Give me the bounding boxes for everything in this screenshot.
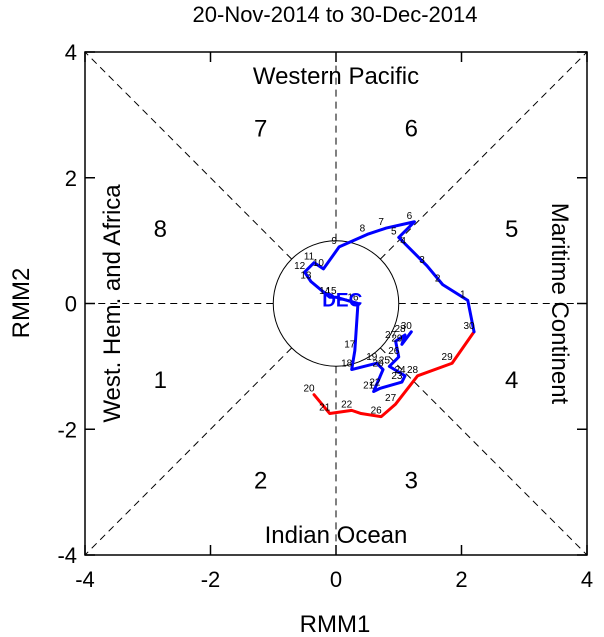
day-label-dec-20: 20 — [373, 359, 385, 370]
day-label-dec-11: 11 — [304, 252, 315, 263]
day-label-dec-26: 26 — [388, 346, 400, 357]
day-label-dec-29: 29 — [391, 333, 403, 344]
day-label-dec-13: 13 — [300, 270, 312, 281]
region-label-top: Western Pacific — [253, 63, 419, 90]
month-label-dec: DEC — [322, 291, 362, 312]
day-label-dec-8: 8 — [360, 223, 366, 234]
day-label-nov-22: 22 — [341, 399, 353, 410]
day-label-dec-30: 30 — [401, 321, 413, 332]
x-axis-label: RMM1 — [300, 611, 371, 637]
x-tick-label-0: -4 — [75, 567, 95, 592]
day-label-nov-30: 30 — [463, 321, 475, 332]
chart-title: 20-Nov-2014 to 30-Dec-2014 — [193, 2, 478, 27]
phase-label-5: 5 — [505, 216, 518, 243]
day-label-nov-21: 21 — [319, 403, 331, 414]
day-label-dec-5: 5 — [391, 226, 397, 237]
y-tick-label-2: 0 — [65, 292, 77, 317]
day-label-nov-26: 26 — [371, 406, 383, 417]
day-label-dec-28: 28 — [394, 324, 406, 335]
day-label-dec-18: 18 — [341, 359, 353, 370]
day-label-nov-20: 20 — [303, 384, 315, 395]
x-tick-label-4: 4 — [581, 567, 593, 592]
phase-label-8: 8 — [154, 216, 167, 243]
day-label-dec-1: 1 — [460, 289, 466, 300]
region-label-right: Maritime Continent — [546, 203, 573, 405]
day-label-dec-3: 3 — [419, 255, 425, 266]
day-label-nov-28: 28 — [407, 365, 419, 376]
series-line-dec — [303, 220, 476, 394]
phase-label-1: 1 — [154, 367, 167, 394]
day-label-dec-2: 2 — [435, 274, 441, 285]
day-label-dec-24: 24 — [394, 365, 406, 376]
y-tick-label-4: 4 — [65, 40, 77, 65]
day-label-nov-27: 27 — [385, 393, 397, 404]
day-label-dec-19: 19 — [366, 352, 378, 363]
grid-line-4 — [380, 51, 588, 260]
day-label-dec-12: 12 — [294, 261, 306, 272]
day-label-dec-14: 14 — [319, 286, 331, 297]
phase-label-7: 7 — [254, 115, 267, 142]
day-label-dec-17: 17 — [344, 340, 356, 351]
grid-line-6 — [380, 347, 588, 556]
region-label-left: West. Hem. and Africa — [99, 184, 126, 423]
day-label-dec-4: 4 — [400, 236, 406, 247]
phase-label-3: 3 — [405, 468, 418, 495]
day-label-dec-10: 10 — [313, 258, 325, 269]
series-line-nov — [312, 330, 476, 419]
phase-label-6: 6 — [405, 115, 418, 142]
day-label-dec-21: 21 — [363, 381, 375, 392]
day-label-dec-25: 25 — [379, 355, 391, 366]
phase-label-2: 2 — [254, 468, 267, 495]
region-label-bottom: Indian Ocean — [265, 522, 408, 549]
y-tick-label-0: -4 — [57, 543, 77, 568]
phase-label-4: 4 — [505, 367, 518, 394]
phase-grid — [84, 51, 588, 556]
day-label-nov-29: 29 — [442, 352, 454, 363]
x-tick-label-2: 0 — [330, 567, 342, 592]
x-tick-label-3: 2 — [455, 567, 467, 592]
grid-line-5 — [84, 51, 292, 260]
plot-frame — [84, 51, 588, 556]
day-label-dec-7: 7 — [378, 217, 384, 228]
y-axis-label: RMM2 — [8, 268, 35, 339]
y-tick-label-3: 2 — [65, 166, 77, 191]
day-label-dec-15: 15 — [325, 286, 337, 297]
region-labels: Western Pacific Indian Ocean West. Hem. an… — [99, 63, 573, 549]
day-label-dec-23: 23 — [391, 371, 403, 382]
grid-line-7 — [84, 347, 292, 556]
day-label-dec-9: 9 — [331, 236, 337, 247]
y-tick-label-1: -2 — [57, 417, 77, 442]
day-label-dec-27: 27 — [385, 330, 397, 341]
day-label-dec-16: 16 — [347, 293, 359, 304]
day-label-dec-6: 6 — [407, 211, 413, 222]
day-label-dec-22: 22 — [369, 377, 381, 388]
x-tick-label-1: -2 — [201, 567, 221, 592]
